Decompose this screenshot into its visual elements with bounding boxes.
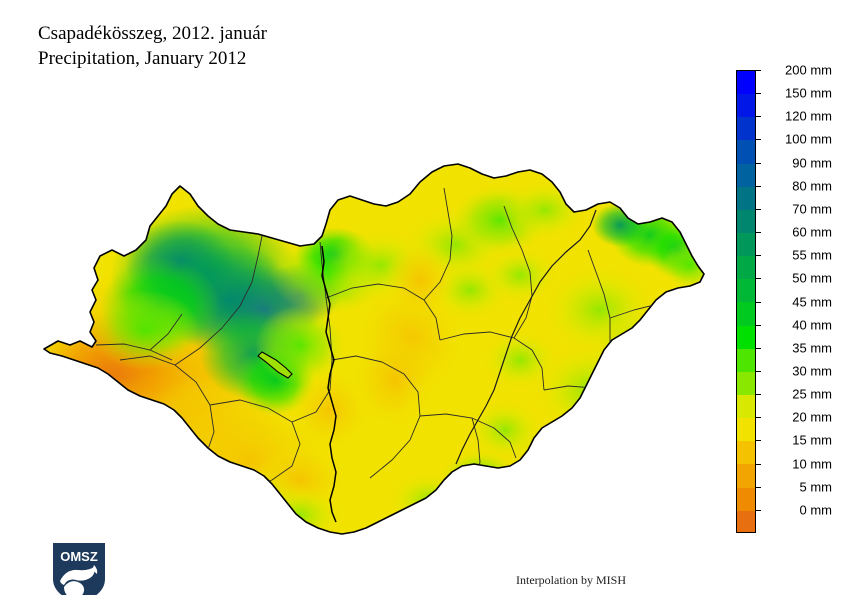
legend-label: 25 mm [792,386,832,402]
danube-river [321,245,337,523]
interpolation-credit: Interpolation by MISH [516,573,626,587]
legend-tick [756,509,761,511]
legend-label: 60 mm [792,224,832,240]
legend-band [737,232,755,257]
legend-label: 5 mm [799,479,833,495]
legend-labels: 200 mm 150 mm 120 mm 100 mm 90 mm 80 mm 70 mm 6… [760,63,834,533]
omsz-wave-icon [60,565,98,595]
precipitation-raster [44,164,704,534]
legend-band [737,140,755,164]
legend-label: 70 mm [792,201,832,217]
legend-band [737,117,755,141]
tisza-river [455,209,597,465]
legend-band [737,163,755,187]
legend-band [737,256,755,280]
legend-tick [756,70,761,71]
legend-label: 50 mm [792,270,832,286]
title-line-hungarian: Csapadékösszeg, 2012. január [38,23,267,44]
legend-band [737,487,755,511]
legend-ticks [756,70,762,533]
legend-tick [756,93,761,95]
legend-tick [756,116,761,118]
legend-band [737,302,755,326]
legend-label: 55 mm [792,247,832,263]
legend-band [737,394,755,419]
legend-label: 40 mm [792,317,832,333]
legend-band [737,371,755,395]
legend-band [737,71,755,95]
legend-band [737,279,755,303]
legend-label: 30 mm [792,363,832,379]
legend-tick [756,301,761,303]
legend-label: 120 mm [785,108,832,124]
precipitation-map[interactable]: Interpolation by MISH OMSZ [0,60,730,595]
legend-band [737,510,755,532]
legend-tick [756,185,761,187]
legend-label: 150 mm [785,85,832,101]
legend-tick [756,394,761,396]
page-title: Csapadékösszeg, 2012. január Precipitati… [38,22,267,71]
legend-label: 45 mm [792,294,832,309]
legend-band [737,186,755,210]
omsz-logo: OMSZ [50,541,108,595]
legend-tick [756,232,761,234]
legend-tick [756,139,761,141]
legend-band [737,348,755,372]
legend-label: 0 mm [799,502,833,518]
legend-label: 10 mm [792,456,832,472]
legend-tick [756,324,761,326]
legend-label: 90 mm [792,155,832,171]
legend-tick [756,417,761,419]
national-border [43,163,705,535]
legend-label: 20 mm [792,409,832,425]
legend-tick [756,255,761,257]
legend-band [737,209,755,233]
omsz-logo-text: OMSZ [60,549,98,564]
legend-tick [756,208,761,210]
legend-tick [756,370,761,372]
map-canvas[interactable] [0,60,730,555]
legend-colorbar [736,70,756,533]
legend-label: 200 mm [785,62,832,78]
legend-label: 80 mm [792,178,832,194]
county-boundaries [95,187,681,489]
legend-band [737,418,755,442]
legend-tick [756,463,761,465]
legend-label: 15 mm [792,432,832,448]
legend-tick [756,486,761,488]
legend-tick [756,347,761,349]
lake-balaton [257,351,293,379]
legend[interactable]: 200 mm 150 mm 120 mm 100 mm 90 mm 80 mm 70 mm 6… [736,63,836,544]
legend-band [737,325,755,349]
legend-tick [756,440,761,442]
legend-tick [756,162,761,164]
legend-label: 35 mm [792,340,832,356]
legend-label: 100 mm [785,131,832,147]
legend-tick [756,278,761,280]
omsz-shield-icon: OMSZ [53,543,105,595]
legend-band [737,94,755,118]
title-line-english: Precipitation, January 2012 [38,47,247,69]
legend-band [737,441,755,465]
legend-band [737,464,755,488]
